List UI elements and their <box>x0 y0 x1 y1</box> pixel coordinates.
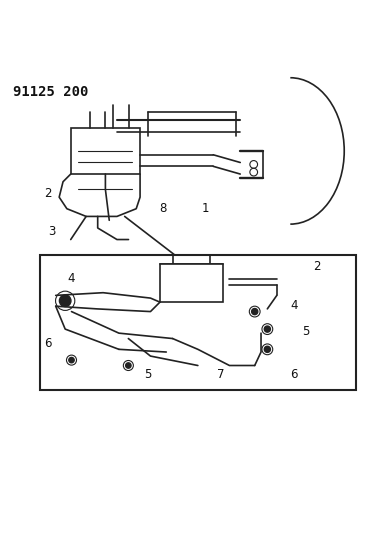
Circle shape <box>126 363 131 368</box>
Circle shape <box>264 326 270 332</box>
Text: 6: 6 <box>290 368 298 381</box>
Text: 4: 4 <box>290 298 298 311</box>
Text: 91125 200: 91125 200 <box>13 85 88 100</box>
Circle shape <box>69 358 74 363</box>
FancyBboxPatch shape <box>40 255 356 390</box>
Text: 6: 6 <box>44 337 51 350</box>
Text: 8: 8 <box>159 202 167 215</box>
FancyBboxPatch shape <box>71 128 140 174</box>
Text: 3: 3 <box>48 225 55 238</box>
Text: 5: 5 <box>144 368 151 381</box>
Text: 4: 4 <box>67 271 74 285</box>
Text: 2: 2 <box>314 260 321 273</box>
Text: 2: 2 <box>44 187 51 200</box>
Text: 1: 1 <box>202 202 209 215</box>
Circle shape <box>252 309 258 314</box>
Text: 7: 7 <box>217 368 225 381</box>
Circle shape <box>59 295 71 306</box>
Circle shape <box>264 346 270 352</box>
FancyBboxPatch shape <box>160 264 223 302</box>
Text: 5: 5 <box>302 326 309 338</box>
